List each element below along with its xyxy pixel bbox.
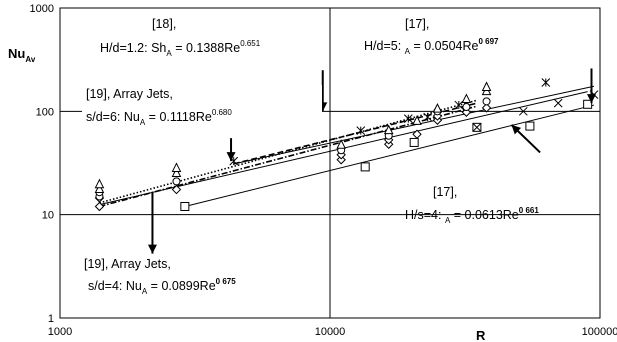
point-triangle — [481, 81, 492, 92]
annotation-ref-19-sd4: [19], Array Jets, s/d=4: NuA = 0.0899Re0… — [84, 257, 236, 296]
chart-tick-labels: 1000 10000 100000 1 10 100 1000 — [30, 3, 617, 338]
point-square — [180, 201, 190, 211]
fit-line-solid — [233, 85, 595, 165]
arrow-head — [226, 152, 236, 162]
annotation-ref-17-hs4: [17], H/s=4: A = 0.0613Re0 661 — [405, 185, 539, 225]
point-triangle — [412, 115, 422, 125]
point-asterisk — [454, 100, 464, 110]
point-square — [360, 162, 370, 172]
arrow — [510, 124, 541, 154]
arrow-head — [147, 244, 157, 254]
point-circle — [482, 97, 491, 106]
arrow-head — [511, 124, 522, 135]
point-x — [518, 106, 528, 116]
svg-text:[18],: [18], — [152, 17, 176, 31]
annotation-ref-17-hd5: [17], H/d=5: A = 0.0504Re0 697 — [364, 17, 499, 56]
y-tick-label: 1 — [48, 313, 54, 325]
point-triangle — [94, 178, 105, 189]
chart-arrows — [147, 68, 596, 254]
x-tick-label: 10000 — [315, 326, 346, 338]
point-triangle — [336, 139, 346, 149]
svg-text:H/s=4: A = 0.0613Re0 661: H/s=4: A = 0.0613Re0 661 — [405, 206, 539, 225]
y-axis-title: NuAv — [8, 46, 36, 64]
x-tick-label: 1000 — [48, 326, 72, 338]
svg-text:[19], Array Jets,: [19], Array Jets, — [84, 257, 171, 271]
point-square — [409, 137, 419, 147]
svg-text:[17],: [17], — [405, 17, 429, 31]
point-triangle — [171, 167, 182, 178]
point-asterisk — [356, 126, 366, 136]
point-asterisk — [403, 114, 413, 123]
point-circle — [172, 177, 181, 186]
annotation-ref-19-sd6: [19], Array Jets, s/d=6: NuA = 0.1118Re0… — [82, 85, 322, 129]
annotation-ref-18: [18], H/d=1.2: ShA = 0.1388Re0.651 — [100, 17, 261, 58]
point-triangle — [432, 103, 443, 113]
arrow-head — [586, 94, 596, 104]
svg-text:[17],: [17], — [433, 185, 457, 199]
point-square — [583, 99, 593, 109]
arrow — [226, 138, 236, 162]
y-tick-label: 10 — [42, 210, 54, 222]
svg-text:s/d=4: NuA = 0.0899Re0 675: s/d=4: NuA = 0.0899Re0 675 — [88, 277, 236, 296]
svg-text:H/d=5: A = 0.0504Re0 697: H/d=5: A = 0.0504Re0 697 — [364, 37, 499, 56]
arrow — [586, 68, 596, 104]
y-tick-label: 100 — [36, 106, 54, 118]
point-diamond — [481, 103, 492, 113]
point-triangle — [171, 162, 182, 172]
point-triangle — [94, 183, 105, 194]
point-circle — [462, 103, 471, 112]
y-tick-label: 1000 — [30, 3, 54, 15]
point-diamond — [336, 155, 346, 165]
svg-text:[19], Array Jets,: [19], Array Jets, — [86, 87, 173, 101]
point-triangle — [461, 93, 472, 104]
x-axis-title: R — [476, 328, 486, 342]
svg-text:s/d=6: NuA = 0.1118Re0.680: s/d=6: NuA = 0.1118Re0.680 — [86, 108, 232, 127]
svg-text:H/d=1.2: ShA = 0.1388Re0.651: H/d=1.2: ShA = 0.1388Re0.651 — [100, 39, 261, 58]
point-asterisk — [541, 78, 551, 87]
point-square — [525, 121, 535, 131]
x-tick-label: 100000 — [582, 326, 617, 338]
chart-data-points — [94, 78, 599, 212]
fit-line-dotted — [99, 99, 478, 204]
point-triangle — [383, 124, 394, 135]
point-x — [553, 98, 563, 108]
point-diamond — [94, 201, 105, 212]
point-x — [472, 122, 482, 132]
arrow — [147, 192, 157, 254]
point-asterisk — [423, 112, 433, 122]
point-diamond — [171, 184, 182, 195]
